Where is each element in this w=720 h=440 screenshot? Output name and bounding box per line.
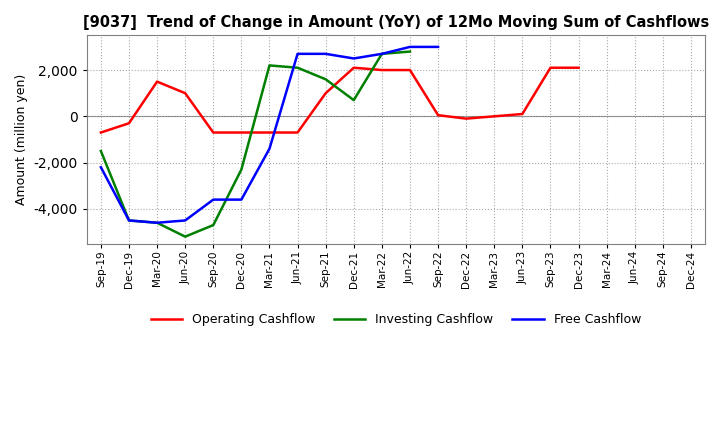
Operating Cashflow (321, 91, 330, 96)
Free Cashflow (96, 165, 105, 170)
Operating Cashflow (96, 130, 105, 135)
Operating Cashflow (462, 116, 470, 121)
Line: Investing Cashflow: Investing Cashflow (101, 51, 410, 237)
Operating Cashflow (349, 65, 358, 70)
Line: Operating Cashflow: Operating Cashflow (101, 68, 579, 132)
Free Cashflow (153, 220, 161, 225)
Investing Cashflow (125, 218, 133, 223)
Free Cashflow (293, 51, 302, 56)
Investing Cashflow (209, 223, 217, 228)
Investing Cashflow (377, 51, 386, 56)
Free Cashflow (181, 218, 189, 223)
Investing Cashflow (321, 77, 330, 82)
Free Cashflow (265, 146, 274, 151)
Free Cashflow (405, 44, 414, 50)
Operating Cashflow (293, 130, 302, 135)
Free Cashflow (433, 44, 442, 50)
Free Cashflow (377, 51, 386, 56)
Investing Cashflow (96, 148, 105, 154)
Operating Cashflow (209, 130, 217, 135)
Free Cashflow (321, 51, 330, 56)
Operating Cashflow (490, 114, 498, 119)
Operating Cashflow (153, 79, 161, 84)
Free Cashflow (125, 218, 133, 223)
Operating Cashflow (237, 130, 246, 135)
Operating Cashflow (575, 65, 583, 70)
Investing Cashflow (153, 220, 161, 225)
Operating Cashflow (181, 91, 189, 96)
Investing Cashflow (265, 63, 274, 68)
Line: Free Cashflow: Free Cashflow (101, 47, 438, 223)
Investing Cashflow (349, 98, 358, 103)
Title: [9037]  Trend of Change in Amount (YoY) of 12Mo Moving Sum of Cashflows: [9037] Trend of Change in Amount (YoY) o… (83, 15, 709, 30)
Operating Cashflow (405, 67, 414, 73)
Operating Cashflow (546, 65, 555, 70)
Free Cashflow (209, 197, 217, 202)
Operating Cashflow (125, 121, 133, 126)
Operating Cashflow (377, 67, 386, 73)
Investing Cashflow (181, 234, 189, 239)
Y-axis label: Amount (million yen): Amount (million yen) (15, 74, 28, 205)
Operating Cashflow (518, 111, 526, 117)
Investing Cashflow (405, 49, 414, 54)
Legend: Operating Cashflow, Investing Cashflow, Free Cashflow: Operating Cashflow, Investing Cashflow, … (146, 308, 646, 331)
Free Cashflow (237, 197, 246, 202)
Operating Cashflow (433, 113, 442, 118)
Investing Cashflow (237, 167, 246, 172)
Free Cashflow (349, 56, 358, 61)
Investing Cashflow (293, 65, 302, 70)
Operating Cashflow (265, 130, 274, 135)
